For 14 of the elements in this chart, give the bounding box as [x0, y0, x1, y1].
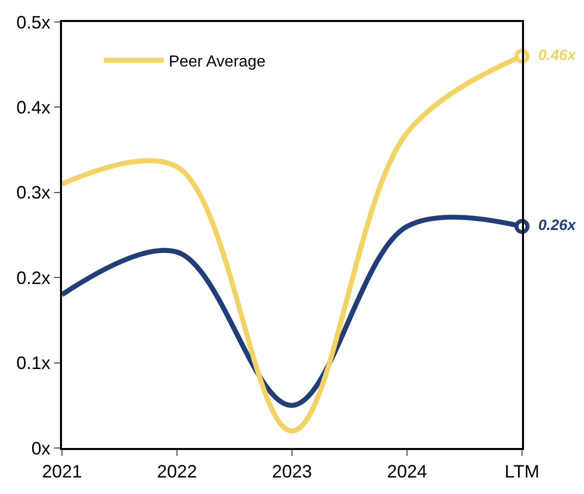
y-tick-label: 0.2x: [16, 268, 50, 288]
x-tick-label: 2024: [386, 462, 428, 482]
y-tick-label: 0.3x: [16, 182, 50, 203]
y-tick-label: 0.1x: [16, 353, 50, 374]
y-tick-label: 0.5x: [16, 12, 50, 32]
legend-label: Peer Average: [168, 53, 266, 70]
x-tick-label: 2023: [272, 462, 312, 482]
y-tick-label: 0x: [31, 438, 50, 458]
data-label: 0.26x: [530, 217, 576, 234]
x-tick-label: 2022: [156, 462, 198, 482]
data-label: 0.46x: [530, 46, 576, 64]
x-tick-label: LTM: [504, 462, 540, 482]
x-tick-label: 2021: [42, 462, 82, 482]
y-tick-label: 0.4x: [16, 98, 50, 118]
